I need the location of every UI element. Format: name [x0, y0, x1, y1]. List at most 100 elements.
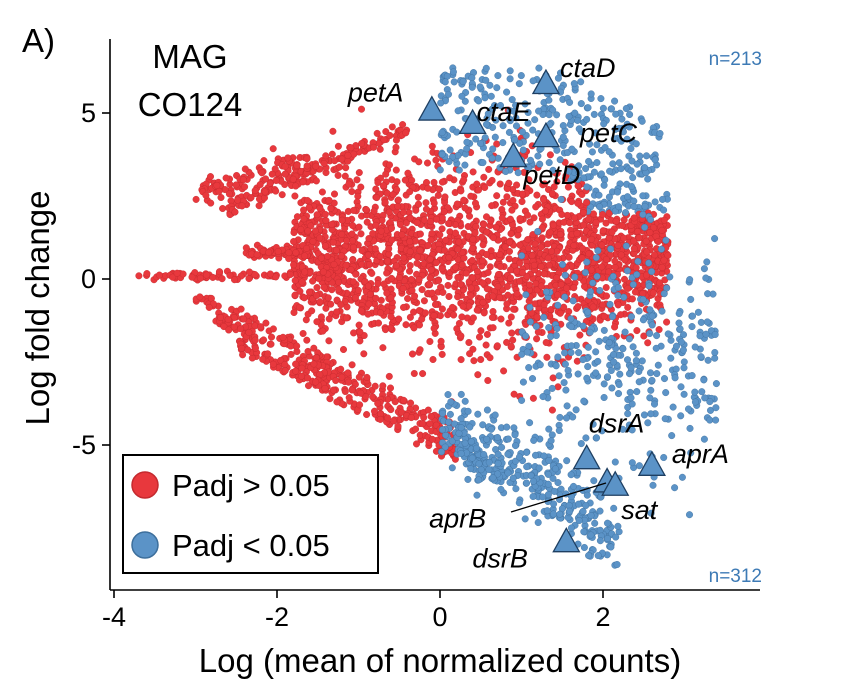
point-nonsignificant: [293, 161, 301, 169]
point-nonsignificant: [308, 307, 316, 315]
point-nonsignificant: [380, 280, 388, 288]
point-significant: [530, 509, 538, 517]
point-significant: [448, 437, 456, 445]
point-nonsignificant: [624, 303, 632, 311]
point-significant: [662, 389, 670, 397]
point-nonsignificant: [632, 264, 640, 272]
point-nonsignificant: [303, 244, 311, 252]
point-significant: [594, 247, 602, 255]
point-nonsignificant: [269, 145, 277, 153]
point-significant: [647, 509, 655, 517]
point-significant: [648, 312, 656, 320]
point-nonsignificant: [321, 210, 329, 218]
point-nonsignificant: [410, 370, 418, 378]
point-significant: [667, 354, 675, 362]
point-nonsignificant: [362, 393, 370, 401]
point-nonsignificant: [479, 241, 487, 249]
point-nonsignificant: [388, 224, 396, 232]
point-nonsignificant: [664, 251, 672, 259]
point-nonsignificant: [473, 306, 481, 314]
point-nonsignificant: [338, 373, 346, 381]
point-nonsignificant: [257, 323, 265, 331]
point-significant: [593, 434, 601, 442]
point-nonsignificant: [289, 175, 297, 183]
point-significant: [676, 325, 684, 333]
point-nonsignificant: [350, 329, 358, 337]
point-nonsignificant: [316, 298, 324, 306]
point-nonsignificant: [440, 208, 448, 216]
point-nonsignificant: [459, 302, 467, 310]
point-nonsignificant: [441, 193, 449, 201]
point-significant: [449, 68, 457, 76]
point-significant: [641, 164, 649, 172]
point-significant: [475, 97, 483, 105]
panel-label: A): [22, 22, 55, 59]
point-nonsignificant: [338, 155, 346, 163]
point-nonsignificant: [388, 123, 396, 131]
point-significant: [461, 397, 469, 405]
point-significant: [475, 460, 483, 468]
point-nonsignificant: [224, 315, 232, 323]
point-significant: [691, 343, 699, 351]
point-significant: [639, 295, 647, 303]
point-nonsignificant: [589, 303, 597, 311]
point-significant: [487, 92, 495, 100]
point-nonsignificant: [506, 215, 514, 223]
point-nonsignificant: [293, 342, 301, 350]
point-nonsignificant: [351, 294, 359, 302]
point-significant: [646, 394, 654, 402]
point-nonsignificant: [564, 183, 572, 191]
point-significant: [660, 206, 668, 214]
point-nonsignificant: [238, 202, 246, 210]
gene-marker-dsrB: [552, 526, 581, 553]
point-nonsignificant: [481, 183, 489, 191]
point-nonsignificant: [348, 230, 356, 238]
point-significant: [712, 380, 720, 388]
point-significant: [543, 288, 551, 296]
point-significant: [577, 440, 585, 448]
point-nonsignificant: [332, 246, 340, 254]
point-nonsignificant: [525, 176, 533, 184]
point-significant: [623, 267, 631, 275]
point-nonsignificant: [135, 272, 143, 280]
point-significant: [574, 370, 582, 378]
point-significant: [671, 484, 679, 492]
point-significant: [477, 139, 485, 147]
point-nonsignificant: [369, 393, 377, 401]
point-nonsignificant: [316, 234, 324, 242]
point-nonsignificant: [303, 196, 311, 204]
legend-swatch-sig: [131, 531, 159, 559]
point-nonsignificant: [340, 346, 348, 354]
point-nonsignificant: [400, 303, 408, 311]
point-significant: [574, 175, 582, 183]
point-significant: [610, 351, 618, 359]
point-significant: [569, 413, 577, 421]
point-nonsignificant: [528, 252, 536, 260]
point-nonsignificant: [621, 256, 629, 264]
point-nonsignificant: [494, 283, 502, 291]
point-significant: [438, 150, 446, 158]
point-nonsignificant: [483, 330, 491, 338]
point-nonsignificant: [232, 181, 240, 189]
point-significant: [669, 403, 677, 411]
point-significant: [580, 528, 588, 536]
point-nonsignificant: [371, 407, 379, 415]
point-nonsignificant: [496, 263, 504, 271]
point-nonsignificant: [331, 157, 339, 165]
point-significant: [677, 383, 685, 391]
point-significant: [608, 105, 616, 113]
gene-marker-ctaE: [458, 108, 487, 135]
point-nonsignificant: [554, 291, 562, 299]
point-nonsignificant: [477, 356, 485, 364]
point-significant: [547, 437, 555, 445]
point-significant: [521, 515, 529, 523]
point-nonsignificant: [366, 290, 374, 298]
point-nonsignificant: [387, 294, 395, 302]
point-nonsignificant: [579, 244, 587, 252]
point-nonsignificant: [537, 282, 545, 290]
point-significant: [457, 390, 465, 398]
point-significant: [483, 435, 491, 443]
point-nonsignificant: [576, 331, 584, 339]
point-significant: [526, 303, 534, 311]
point-significant: [582, 165, 590, 173]
